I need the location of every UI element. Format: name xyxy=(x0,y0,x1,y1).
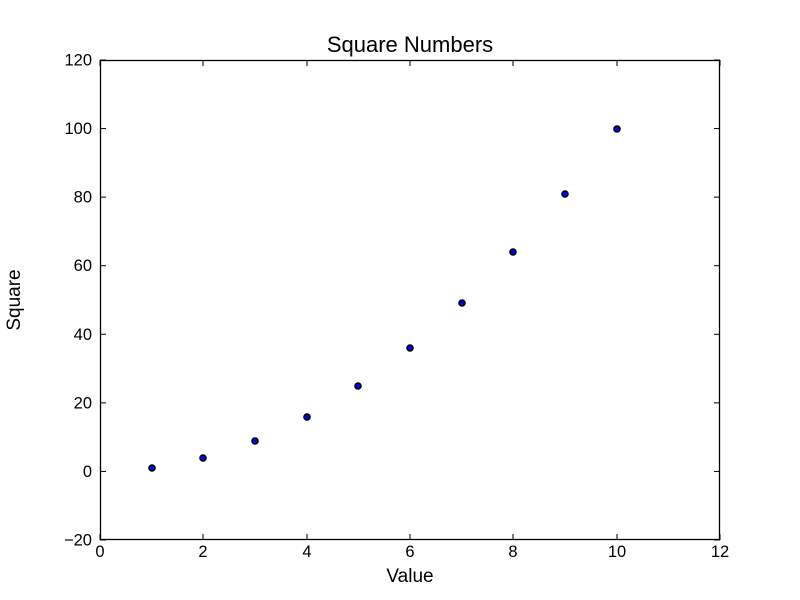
svg-text:0: 0 xyxy=(83,463,92,481)
svg-text:Square Numbers: Square Numbers xyxy=(327,32,493,57)
svg-text:80: 80 xyxy=(74,189,92,207)
svg-text:6: 6 xyxy=(405,543,414,561)
svg-text:Value: Value xyxy=(386,566,433,587)
svg-text:120: 120 xyxy=(64,52,92,70)
svg-text:12: 12 xyxy=(711,543,729,561)
svg-text:8: 8 xyxy=(508,543,517,561)
svg-text:2: 2 xyxy=(198,543,207,561)
svg-text:100: 100 xyxy=(64,120,92,138)
svg-text:Square: Square xyxy=(4,269,25,330)
svg-text:4: 4 xyxy=(302,543,311,561)
svg-text:10: 10 xyxy=(608,543,626,561)
svg-text:40: 40 xyxy=(74,326,92,344)
svg-text:60: 60 xyxy=(74,257,92,275)
svg-text:20: 20 xyxy=(74,394,92,412)
svg-text:0: 0 xyxy=(95,543,104,561)
svg-text:−20: −20 xyxy=(64,532,92,550)
